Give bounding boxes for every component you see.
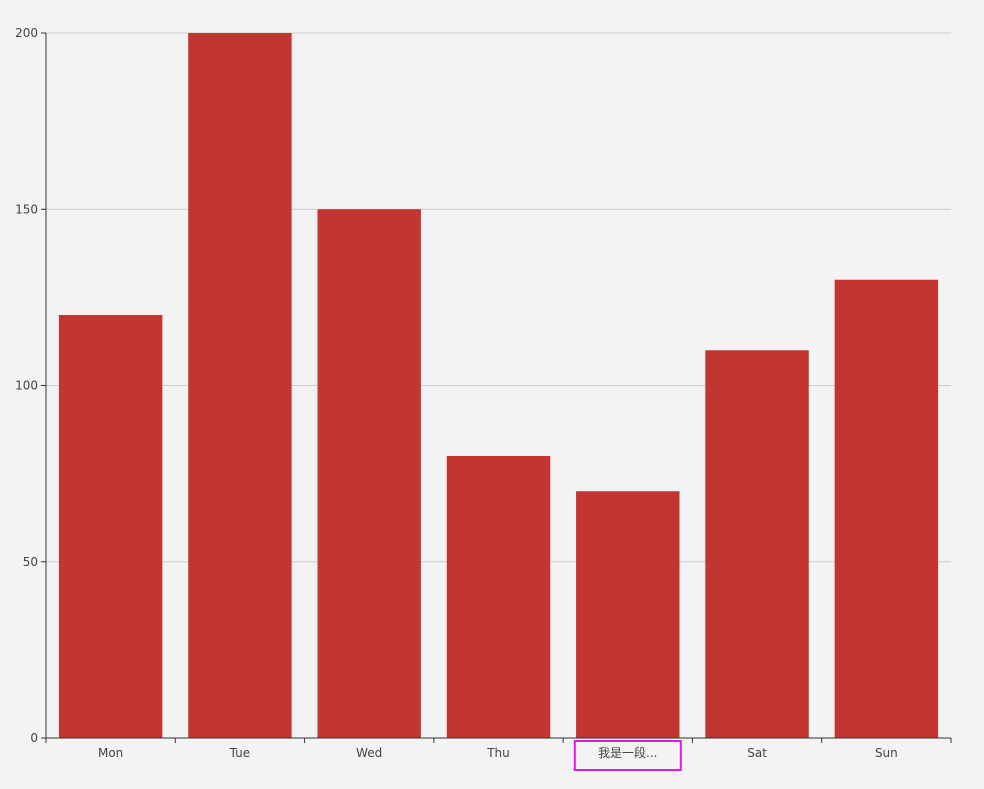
- x-tick-label: Tue: [229, 746, 251, 760]
- bar[interactable]: [834, 279, 939, 738]
- highlight-box: [573, 740, 682, 771]
- y-tick-label: 150: [15, 202, 38, 216]
- tick-labels: 0 50 100 150 200 Mon Tue Wed Thu 我是一段... Sat Sun: [15, 26, 898, 771]
- axes: [41, 32, 952, 743]
- y-tick-label: 100: [15, 379, 38, 393]
- x-tick-label: 我是一段...: [598, 745, 657, 760]
- x-tick-label: Wed: [356, 746, 382, 760]
- bar[interactable]: [705, 350, 809, 738]
- bar[interactable]: [576, 491, 680, 738]
- bar[interactable]: [188, 33, 292, 738]
- y-tick-label: 200: [15, 26, 38, 40]
- x-tick-label: Thu: [486, 746, 510, 760]
- x-tick-label: Sat: [747, 746, 767, 760]
- bar[interactable]: [446, 456, 551, 738]
- y-tick-label: 50: [23, 555, 38, 569]
- bars: [58, 33, 939, 738]
- x-tick-label: Sun: [875, 746, 898, 760]
- bar[interactable]: [317, 209, 421, 738]
- y-tick-label: 0: [30, 731, 38, 745]
- bar[interactable]: [58, 315, 163, 738]
- x-tick-label: Mon: [98, 746, 123, 760]
